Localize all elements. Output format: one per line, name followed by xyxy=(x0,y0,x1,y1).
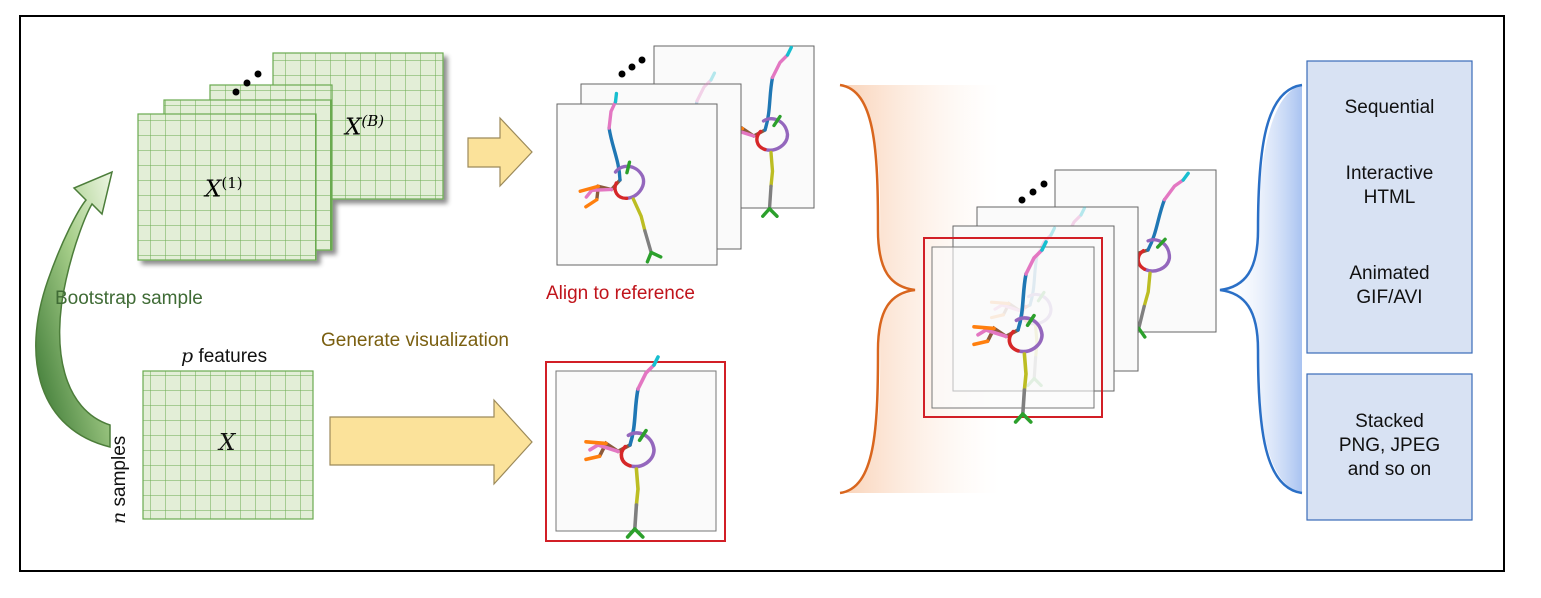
output-animated: Animated GIF/AVI xyxy=(1349,263,1430,308)
orange-brace xyxy=(839,83,916,495)
grid-1 xyxy=(137,113,317,261)
output-box-top xyxy=(1306,60,1473,354)
generate-visualization-label: Generate visualization xyxy=(321,330,509,351)
data-matrix xyxy=(142,370,314,520)
output-stacked: Stacked PNG, JPEG and so on xyxy=(1338,411,1441,480)
data-matrix-label: X xyxy=(219,430,236,456)
figure-frame xyxy=(19,15,1505,572)
combined-ellipsis-dots xyxy=(1018,180,1048,204)
matrix-last-label: X(B) xyxy=(345,112,385,141)
bootstrap-stack xyxy=(137,52,444,261)
bootstrap-ellipsis-dots xyxy=(232,70,262,96)
bootstrap-curve-arrow xyxy=(35,170,114,448)
output-sequential: Sequential xyxy=(1344,97,1435,118)
aligned-ellipsis-dots xyxy=(618,56,646,78)
samples-label: n samples xyxy=(108,435,130,524)
matrix-first-label: X(1) xyxy=(205,174,243,203)
features-label: p features xyxy=(181,345,268,367)
align-to-reference-label: Align to reference xyxy=(546,283,695,304)
bootstrap-sample-label: Bootstrap sample xyxy=(55,288,203,309)
blue-brace xyxy=(1219,83,1303,495)
aligned-stack xyxy=(551,45,815,277)
arrow-to-visualization xyxy=(329,398,533,486)
combined-reference-frame xyxy=(923,237,1103,418)
output-interactive-html: Interactive HTML xyxy=(1345,163,1434,208)
blue-brace-glow xyxy=(1220,85,1302,493)
arrow-to-align xyxy=(467,116,533,188)
output-box-bottom xyxy=(1306,373,1473,521)
